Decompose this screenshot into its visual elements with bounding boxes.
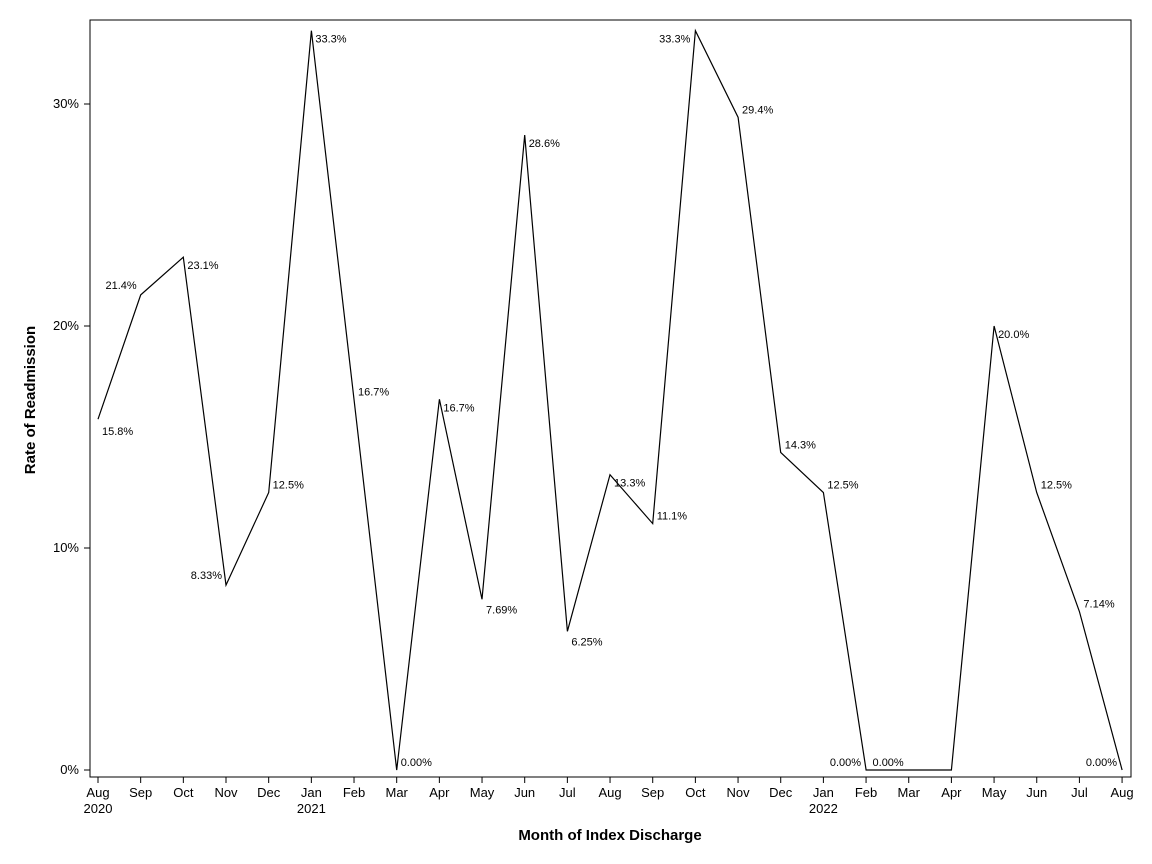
data-label: 12.5% bbox=[827, 480, 858, 492]
data-label: 12.5% bbox=[1041, 480, 1072, 492]
x-tick-label: Nov bbox=[726, 785, 750, 800]
x-tick-label: Aug bbox=[1111, 785, 1134, 800]
x-tick-label: May bbox=[470, 785, 495, 800]
x-tick-label: Jun bbox=[514, 785, 535, 800]
x-tick-label: Jan bbox=[301, 785, 322, 800]
x-axis-title: Month of Index Discharge bbox=[518, 827, 701, 844]
x-tick-label: Jul bbox=[559, 785, 576, 800]
data-label: 12.5% bbox=[273, 480, 304, 492]
x-tick-label: May bbox=[982, 785, 1007, 800]
x-year-label: 2022 bbox=[809, 801, 838, 816]
data-label: 20.0% bbox=[998, 329, 1029, 341]
x-tick-label: Feb bbox=[343, 785, 365, 800]
x-tick-label: Aug bbox=[598, 785, 621, 800]
x-year-label: 2021 bbox=[297, 801, 326, 816]
x-year-label: 2020 bbox=[84, 801, 113, 816]
data-label: 11.1% bbox=[657, 511, 688, 523]
data-label: 0.00% bbox=[873, 757, 904, 769]
data-label: 6.25% bbox=[571, 636, 602, 648]
data-labels: 15.8% 21.4% 23.1% 8.33% 12.5% 33.3% 16.7% 0.00%… bbox=[102, 34, 1117, 769]
data-label: 21.4% bbox=[105, 280, 136, 292]
x-tick-label: Nov bbox=[214, 785, 238, 800]
y-tick-label: 10% bbox=[53, 540, 79, 555]
x-tick-label: Oct bbox=[173, 785, 194, 800]
x-tick-label: Jan bbox=[813, 785, 834, 800]
x-tick-label: Mar bbox=[898, 785, 921, 800]
plot-frame bbox=[89, 19, 1132, 778]
data-label: 33.3% bbox=[659, 34, 690, 46]
data-label: 7.14% bbox=[1083, 598, 1114, 610]
y-tick-label: 20% bbox=[53, 318, 79, 333]
data-label: 0.00% bbox=[1086, 757, 1117, 769]
data-label: 8.33% bbox=[191, 570, 222, 582]
data-label: 16.7% bbox=[443, 402, 474, 414]
data-label: 15.8% bbox=[102, 426, 133, 438]
data-label: 16.7% bbox=[358, 386, 389, 398]
x-tick-label: Mar bbox=[385, 785, 408, 800]
x-tick-label: Dec bbox=[769, 785, 793, 800]
data-label: 33.3% bbox=[315, 34, 346, 46]
x-tick-label: Dec bbox=[257, 785, 281, 800]
y-tick-label: 30% bbox=[53, 96, 79, 111]
x-axis: Aug Sep Oct Nov Dec Jan Feb Mar Apr May Jun Jul Aug S… bbox=[84, 777, 1134, 816]
x-tick-label: Jun bbox=[1026, 785, 1047, 800]
x-tick-label: Sep bbox=[129, 785, 152, 800]
x-tick-label: Jul bbox=[1071, 785, 1088, 800]
data-label: 29.4% bbox=[742, 104, 773, 116]
data-label: 14.3% bbox=[785, 440, 816, 452]
x-tick-label: Oct bbox=[685, 785, 706, 800]
x-tick-label: Apr bbox=[941, 785, 962, 800]
data-label: 7.69% bbox=[486, 604, 517, 616]
y-tick-label: 0% bbox=[60, 762, 79, 777]
series-line bbox=[97, 28, 1123, 771]
y-axis-title: Rate of Readmission bbox=[22, 326, 39, 474]
data-label: 0.00% bbox=[830, 757, 861, 769]
x-tick-label: Apr bbox=[429, 785, 450, 800]
x-tick-label: Feb bbox=[855, 785, 877, 800]
data-label: 23.1% bbox=[187, 260, 218, 272]
data-label: 28.6% bbox=[529, 138, 560, 150]
y-axis: 0% 10% 20% 30% bbox=[53, 96, 90, 777]
x-tick-label: Sep bbox=[641, 785, 664, 800]
data-label: 0.00% bbox=[401, 757, 432, 769]
data-label: 13.3% bbox=[614, 478, 645, 490]
x-tick-label: Aug bbox=[86, 785, 109, 800]
